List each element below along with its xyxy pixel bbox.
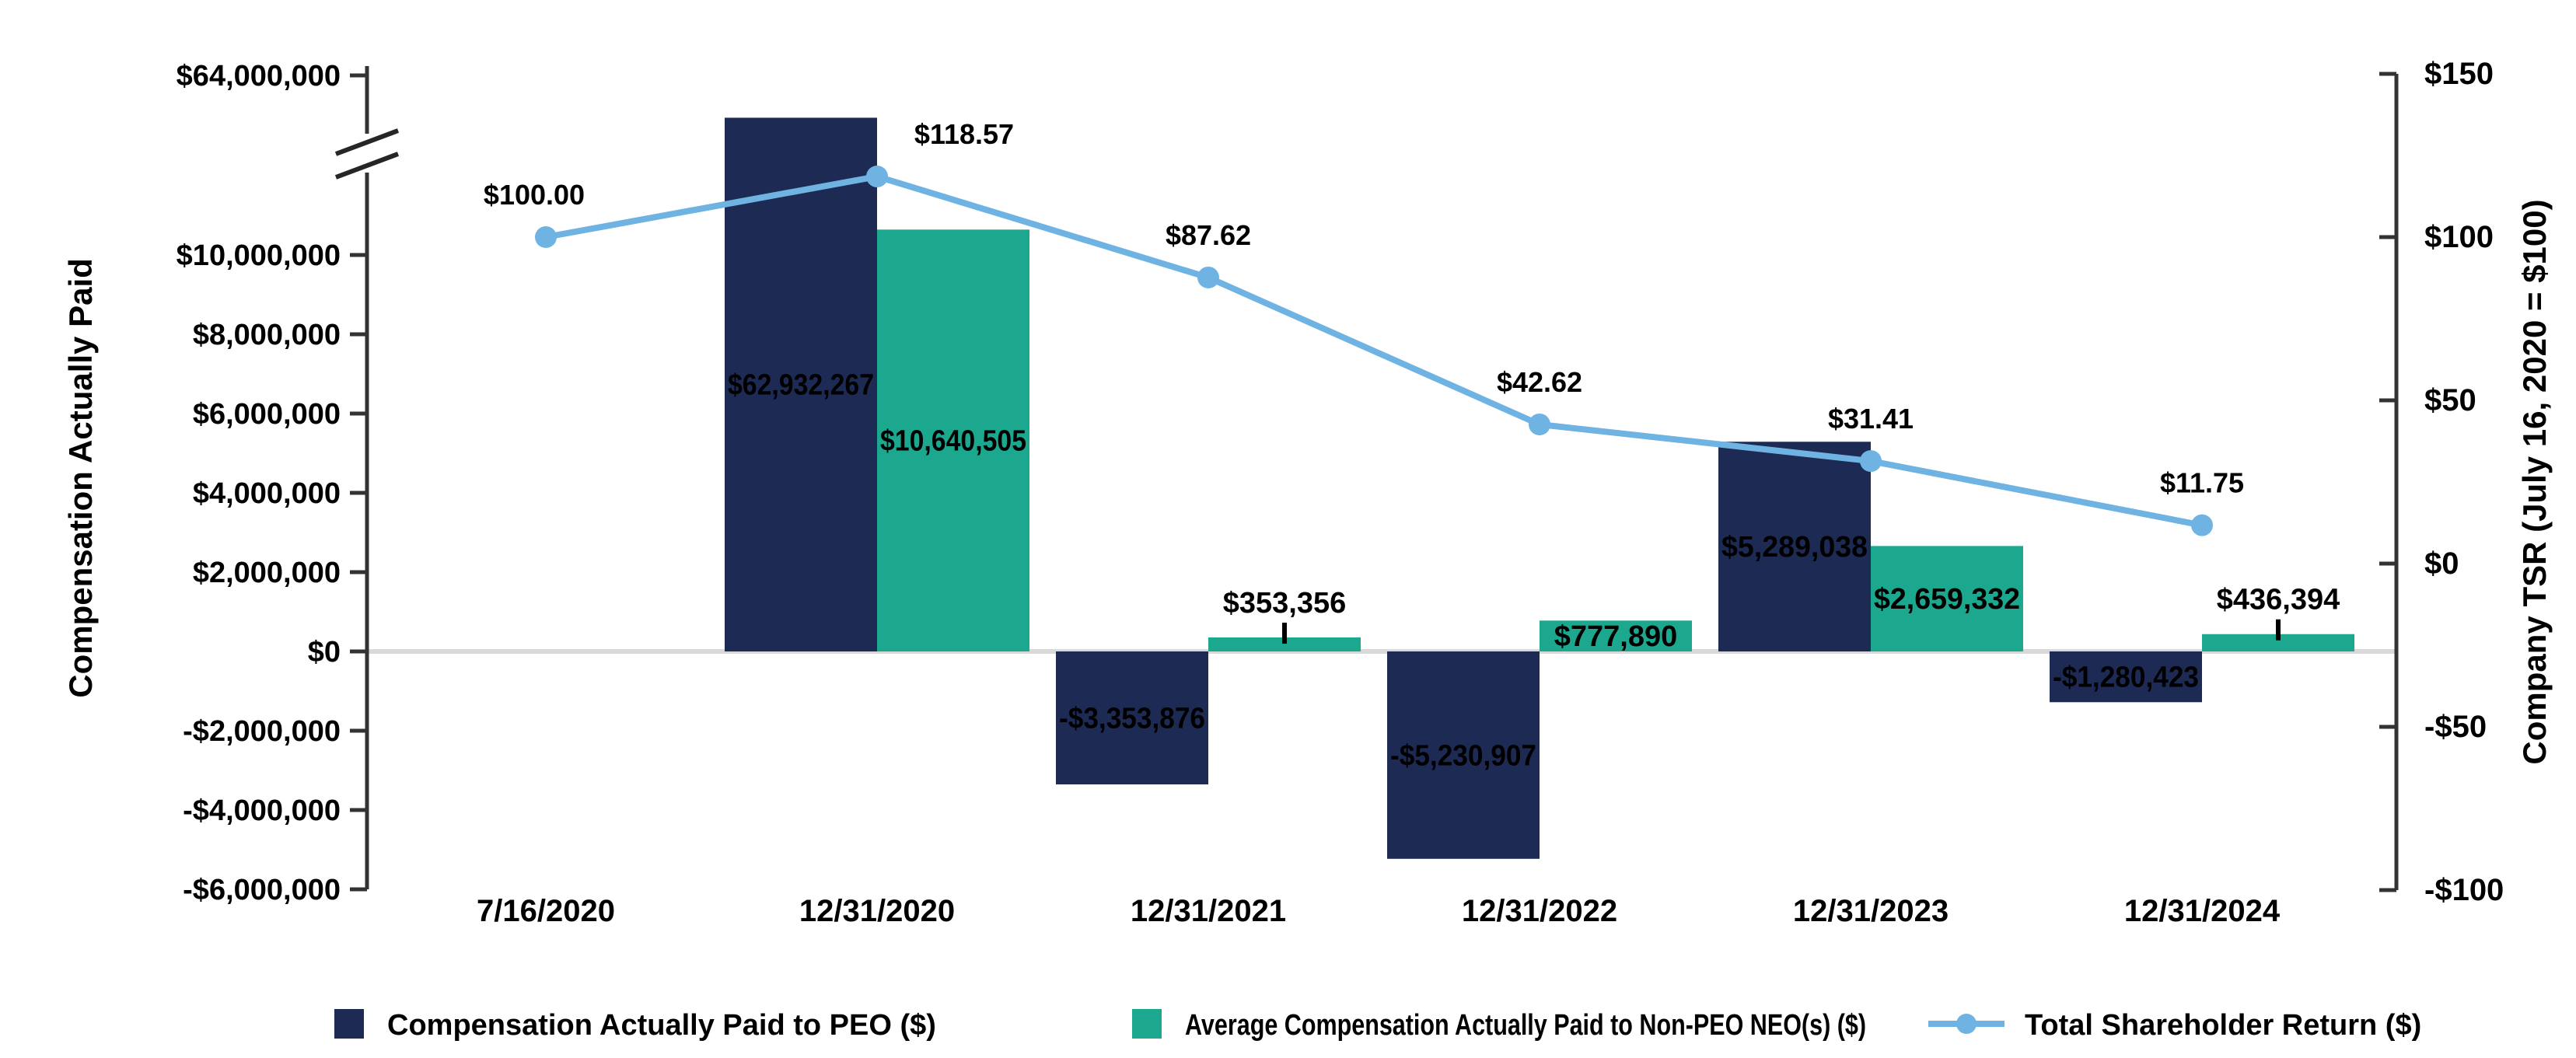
x-axis-label: 12/31/2020: [799, 894, 955, 928]
bar-data-label: $62,932,267: [728, 369, 874, 402]
tsr-point-label: $100.00: [484, 179, 585, 211]
legend-label-peo: Compensation Actually Paid to PEO ($): [387, 1009, 936, 1042]
bar-data-label: $436,394: [2217, 584, 2340, 616]
right-axis-tick-label: -$100: [2424, 873, 2504, 907]
bar-neo-12-31-2022: [1540, 620, 1692, 651]
axes: $64,000,000 $10,000,000 $8,000,000 $6,000,0…: [177, 57, 2504, 907]
right-axis-tick-label: -$50: [2424, 710, 2487, 744]
left-axis-tick-label: $0: [308, 636, 341, 669]
tsr-line: [545, 173, 2203, 529]
tsr-point-label: $31.41: [1828, 403, 1914, 435]
tsr-point: [866, 166, 888, 188]
x-axis-label: 12/31/2021: [1131, 894, 1286, 928]
x-axis-label: 7/16/2020: [477, 894, 615, 928]
tsr-point-label: $87.62: [1166, 219, 1251, 251]
bar-neo-12-31-2021: [1208, 637, 1361, 651]
left-axis-tick-label: $64,000,000: [177, 60, 341, 93]
left-axis-tick-label: $2,000,000: [193, 557, 341, 589]
x-axis-label: 12/31/2023: [1793, 894, 1949, 928]
tsr-point: [535, 226, 557, 248]
legend-label-tsr: Total Shareholder Return ($): [2025, 1009, 2421, 1042]
bar-data-label: -$5,230,907: [1390, 739, 1536, 772]
left-axis-tick-label: -$4,000,000: [183, 794, 341, 827]
tsr-point: [1197, 266, 1219, 288]
legend-dot-marker: [1956, 1014, 1977, 1034]
tsr-point: [1529, 413, 1550, 435]
legend-swatch-neo: [1132, 1009, 1162, 1039]
x-axis-label: 12/31/2024: [2124, 894, 2281, 928]
bar-peo-12-31-2024: [2050, 651, 2202, 703]
tsr-point-label: $118.57: [914, 118, 1014, 150]
bar-neo-12-31-2024: [2202, 634, 2354, 651]
tsr-point-label: $42.62: [1497, 366, 1582, 398]
tsr-line-series: $100.00 $118.57 $87.62 $42.62 $31.41 $11.75: [484, 118, 2244, 536]
right-axis-tick-label: $50: [2424, 383, 2476, 417]
x-axis-label: 12/31/2022: [1462, 894, 1617, 928]
bar-data-label: $777,890: [1554, 620, 1678, 653]
right-axis-tick-label: $100: [2424, 220, 2494, 254]
bar-neo-12-31-2020: [877, 229, 1029, 652]
axis-break-slash-lower: [334, 152, 400, 180]
legend: Compensation Actually Paid to PEO ($) Av…: [334, 1009, 2421, 1042]
x-axis-labels: 7/16/2020 12/31/2020 12/31/2021 12/31/2022 1…: [477, 894, 2281, 928]
left-axis-title: Compensation Actually Paid: [62, 258, 99, 698]
legend-label-neo: Average Compensation Actually Paid to No…: [1185, 1009, 1866, 1042]
right-axis-title: Company TSR (July 16, 2020 = $100): [2516, 199, 2553, 764]
left-axis-tick-label: $10,000,000: [177, 239, 341, 272]
left-axis-tick-label: -$2,000,000: [183, 715, 341, 748]
right-axis-tick-label: $150: [2424, 57, 2494, 91]
left-axis-tick-label: -$6,000,000: [183, 874, 341, 906]
bar-data-label: $5,289,038: [1721, 531, 1868, 564]
bar-peo-12-31-2021: [1056, 651, 1208, 785]
bar-data-label: -$1,280,423: [2053, 662, 2199, 694]
bar-series: $62,932,267 -$3,353,876 -$5,230,907 $5,289,…: [725, 117, 2354, 859]
bar-peo-12-31-2023: [1718, 442, 1871, 651]
bar-peo-12-31-2022: [1387, 651, 1540, 859]
right-axis-tick-label: $0: [2424, 546, 2459, 581]
bar-data-label: -$3,353,876: [1059, 703, 1205, 735]
tsr-point: [2191, 514, 2213, 536]
bar-neo-12-31-2023: [1871, 546, 2023, 651]
bar-data-label: $353,356: [1223, 587, 1347, 620]
tsr-point: [1860, 450, 1882, 473]
left-axis-tick-label: $4,000,000: [193, 477, 341, 510]
tsr-point-label: $11.75: [2160, 467, 2244, 499]
left-axis-tick-label: $8,000,000: [193, 319, 341, 351]
left-axis-tick-label: $6,000,000: [193, 398, 341, 431]
bar-peo-12-31-2020: [725, 117, 877, 652]
legend-swatch-peo: [334, 1009, 364, 1039]
bar-data-label: $10,640,505: [880, 425, 1026, 458]
axis-break-slash-upper: [334, 128, 400, 156]
bar-data-label: $2,659,332: [1874, 583, 2020, 616]
